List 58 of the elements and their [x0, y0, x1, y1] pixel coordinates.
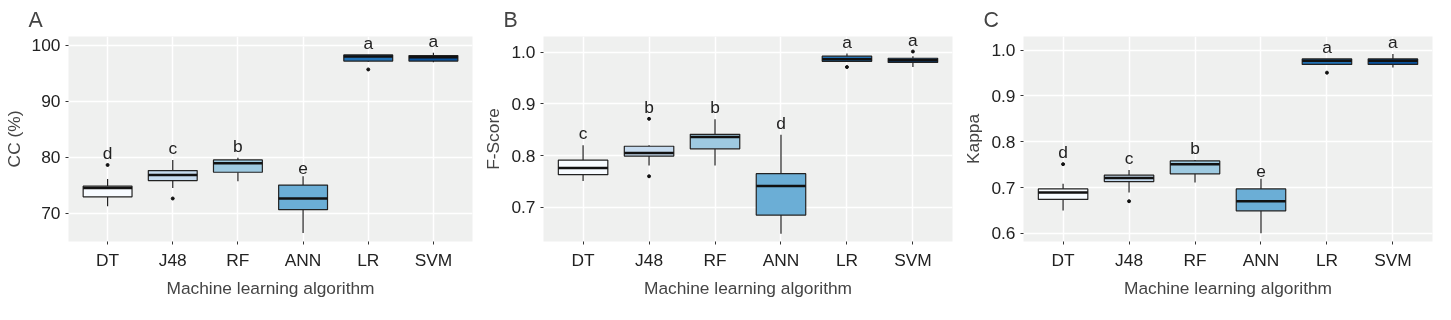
y-tick-label: 0.9 [991, 85, 1016, 106]
chart-title: C [983, 7, 999, 32]
x-tick-label: ANN [284, 249, 322, 270]
annotation: a [363, 32, 374, 53]
annotation: d [776, 112, 786, 133]
y-tick-label: 70 [41, 203, 61, 224]
annotation: b [233, 135, 243, 156]
annotation: c [1124, 148, 1134, 169]
annotation: c [578, 123, 588, 144]
x-tick-label: J48 [1115, 249, 1144, 270]
y-tick-label: 0.8 [511, 145, 536, 166]
x-tick-label: LR [1315, 249, 1339, 270]
x-tick-label: SVM [894, 249, 932, 270]
x-axis-title: Machine learning algorithm [643, 277, 853, 298]
annotation: d [1058, 142, 1068, 163]
annotation: a [842, 31, 853, 52]
annotation: b [644, 96, 654, 117]
y-axis-title: Kappa [963, 113, 984, 165]
annotation: e [1256, 160, 1266, 181]
annotation: b [1190, 138, 1200, 159]
annotation: c [168, 137, 178, 158]
annotation: a [908, 29, 919, 50]
y-tick-label: 1.0 [511, 42, 536, 63]
annotation: a [428, 30, 439, 51]
annotation: e [298, 158, 308, 179]
x-axis-title: Machine learning algorithm [166, 277, 375, 298]
x-tick-label: LR [835, 249, 859, 270]
y-tick-label: 0.7 [511, 197, 536, 218]
y-tick-label: 0.8 [991, 131, 1016, 152]
annotation: a [1388, 31, 1399, 52]
x-tick-label: RF [703, 249, 727, 270]
x-axis-title: Machine learning algorithm [1123, 277, 1333, 298]
annotation: d [102, 142, 113, 163]
x-tick-label: ANN [762, 249, 800, 270]
y-tick-label: 1.0 [991, 40, 1016, 61]
x-tick-label: DT [96, 249, 120, 270]
annotation: b [710, 97, 720, 118]
y-tick-label: 0.6 [991, 223, 1016, 244]
y-axis-title: CC (%) [3, 110, 24, 168]
x-tick-label: SVM [414, 249, 453, 270]
annotation: a [1322, 36, 1333, 57]
y-tick-label: 90 [41, 91, 61, 112]
y-tick-label: 100 [31, 35, 61, 56]
chart-title: A [28, 7, 44, 32]
x-tick-label: SVM [1374, 249, 1412, 270]
x-tick-label: LR [357, 249, 380, 270]
x-tick-label: DT [1051, 249, 1076, 270]
x-tick-label: RF [1183, 249, 1207, 270]
x-tick-label: J48 [635, 249, 664, 270]
y-axis-title: F-Score [483, 108, 504, 170]
x-tick-label: DT [571, 249, 596, 270]
chart-title: B [503, 7, 518, 32]
x-tick-label: ANN [1242, 249, 1280, 270]
x-tick-label: RF [226, 249, 250, 270]
y-tick-label: 80 [41, 147, 61, 168]
y-tick-label: 0.9 [511, 93, 536, 114]
x-tick-label: J48 [158, 249, 187, 270]
y-tick-label: 0.7 [991, 177, 1016, 198]
